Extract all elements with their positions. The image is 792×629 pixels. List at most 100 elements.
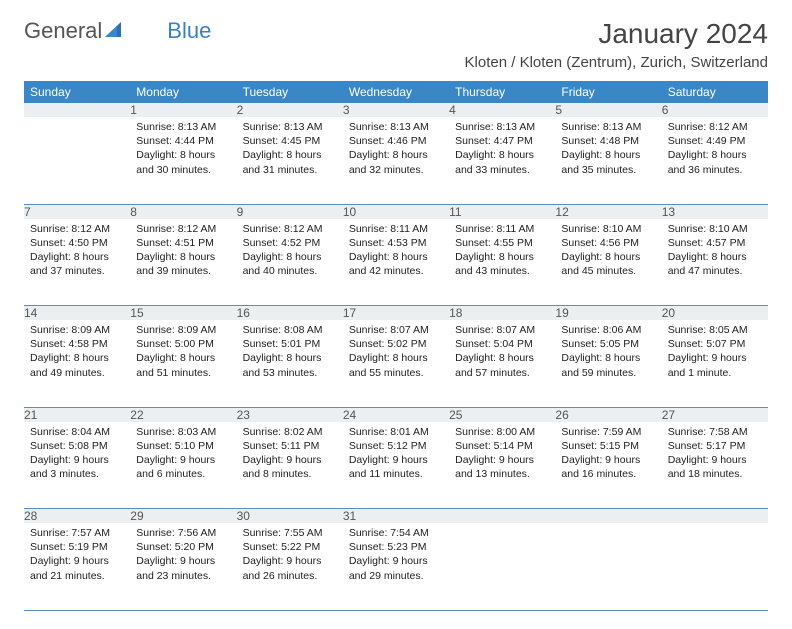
week-content-row: Sunrise: 8:04 AM Sunset: 5:08 PM Daylight:…	[24, 422, 768, 509]
day-details	[555, 523, 661, 532]
day-cell: Sunrise: 7:55 AMSunset: 5:22 PMDaylight:…	[237, 523, 343, 610]
daylight-text-1: Daylight: 8 hours	[136, 352, 215, 364]
day-cell: Sunrise: 8:13 AMSunset: 4:45 PMDaylight:…	[237, 117, 343, 204]
day-cell: Sunrise: 8:12 AMSunset: 4:52 PMDaylight:…	[237, 219, 343, 306]
day-cell: Sunrise: 8:13 AMSunset: 4:44 PMDaylight:…	[130, 117, 236, 204]
week-content-row: Sunrise: 8:09 AM Sunset: 4:58 PM Daylight:…	[24, 320, 768, 407]
day-number-cell: 29	[130, 509, 236, 524]
sunset-text: Sunset: 4:50 PM	[30, 237, 108, 249]
daylight-text-1: Daylight: 8 hours	[561, 251, 640, 263]
day-details: Sunrise: 8:13 AMSunset: 4:48 PMDaylight:…	[555, 117, 661, 183]
logo-sail-icon	[105, 18, 125, 44]
day-number-cell: 7	[24, 204, 130, 219]
daylight-text-1: Daylight: 9 hours	[455, 454, 534, 466]
sunset-text: Sunset: 5:01 PM	[243, 338, 321, 350]
sunrise-text: Sunrise: 8:10 AM	[668, 223, 748, 235]
day-cell: Sunrise: 7:56 AMSunset: 5:20 PMDaylight:…	[130, 523, 236, 610]
day-cell	[555, 523, 661, 610]
day-cell: Sunrise: 8:09 AMSunset: 5:00 PMDaylight:…	[130, 320, 236, 407]
day-details: Sunrise: 8:09 AMSunset: 4:58 PMDaylight:…	[24, 320, 130, 386]
day-cell: Sunrise: 8:04 AMSunset: 5:08 PMDaylight:…	[24, 422, 130, 509]
day-cell: Sunrise: 8:13 AMSunset: 4:48 PMDaylight:…	[555, 117, 661, 204]
day-details	[662, 523, 768, 532]
day-number-cell: 10	[343, 204, 449, 219]
daylight-text-2: and 49 minutes.	[30, 367, 105, 379]
day-number-cell	[449, 509, 555, 524]
day-details: Sunrise: 8:03 AMSunset: 5:10 PMDaylight:…	[130, 422, 236, 488]
sunset-text: Sunset: 5:04 PM	[455, 338, 533, 350]
sunrise-text: Sunrise: 8:09 AM	[30, 324, 110, 336]
daylight-text-2: and 55 minutes.	[349, 367, 424, 379]
day-details: Sunrise: 8:12 AMSunset: 4:50 PMDaylight:…	[24, 219, 130, 285]
sunset-text: Sunset: 5:10 PM	[136, 440, 214, 452]
daylight-text-2: and 40 minutes.	[243, 265, 318, 277]
sunset-text: Sunset: 5:20 PM	[136, 541, 214, 553]
daylight-text-1: Daylight: 8 hours	[243, 251, 322, 263]
calendar-page: General Blue January 2024 Kloten / Klote…	[0, 0, 792, 629]
day-number-cell: 18	[449, 306, 555, 321]
day-details: Sunrise: 8:12 AMSunset: 4:49 PMDaylight:…	[662, 117, 768, 183]
day-details: Sunrise: 8:13 AMSunset: 4:45 PMDaylight:…	[237, 117, 343, 183]
day-number-cell: 15	[130, 306, 236, 321]
sunset-text: Sunset: 4:49 PM	[668, 135, 746, 147]
sunrise-text: Sunrise: 8:12 AM	[136, 223, 216, 235]
sunrise-text: Sunrise: 8:01 AM	[349, 426, 429, 438]
daylight-text-2: and 57 minutes.	[455, 367, 530, 379]
daylight-text-2: and 31 minutes.	[243, 164, 318, 176]
sunrise-text: Sunrise: 7:55 AM	[243, 527, 323, 539]
sunset-text: Sunset: 4:45 PM	[243, 135, 321, 147]
day-cell: Sunrise: 8:13 AMSunset: 4:47 PMDaylight:…	[449, 117, 555, 204]
sunset-text: Sunset: 4:47 PM	[455, 135, 533, 147]
sunset-text: Sunset: 5:22 PM	[243, 541, 321, 553]
sunrise-text: Sunrise: 8:10 AM	[561, 223, 641, 235]
sunset-text: Sunset: 5:19 PM	[30, 541, 108, 553]
daylight-text-2: and 3 minutes.	[30, 468, 99, 480]
day-details: Sunrise: 8:12 AMSunset: 4:52 PMDaylight:…	[237, 219, 343, 285]
daylight-text-1: Daylight: 8 hours	[455, 149, 534, 161]
sunrise-text: Sunrise: 7:56 AM	[136, 527, 216, 539]
daylight-text-2: and 39 minutes.	[136, 265, 211, 277]
day-cell: Sunrise: 8:02 AMSunset: 5:11 PMDaylight:…	[237, 422, 343, 509]
day-number-cell: 11	[449, 204, 555, 219]
sunrise-text: Sunrise: 8:13 AM	[136, 121, 216, 133]
sunrise-text: Sunrise: 8:02 AM	[243, 426, 323, 438]
day-details: Sunrise: 8:11 AMSunset: 4:53 PMDaylight:…	[343, 219, 449, 285]
sunrise-text: Sunrise: 8:08 AM	[243, 324, 323, 336]
daylight-text-2: and 29 minutes.	[349, 570, 424, 582]
day-number-cell: 3	[343, 103, 449, 117]
day-details: Sunrise: 8:10 AMSunset: 4:56 PMDaylight:…	[555, 219, 661, 285]
day-cell	[449, 523, 555, 610]
sunset-text: Sunset: 4:58 PM	[30, 338, 108, 350]
day-number-cell: 17	[343, 306, 449, 321]
daylight-text-2: and 6 minutes.	[136, 468, 205, 480]
daylight-text-1: Daylight: 8 hours	[561, 149, 640, 161]
sunset-text: Sunset: 4:48 PM	[561, 135, 639, 147]
sunset-text: Sunset: 5:08 PM	[30, 440, 108, 452]
daynum-row: 14151617181920	[24, 306, 768, 321]
day-number-cell: 31	[343, 509, 449, 524]
daylight-text-2: and 45 minutes.	[561, 265, 636, 277]
daylight-text-2: and 32 minutes.	[349, 164, 424, 176]
day-number-cell: 24	[343, 407, 449, 422]
sunrise-text: Sunrise: 7:59 AM	[561, 426, 641, 438]
day-number-cell	[662, 509, 768, 524]
sunrise-text: Sunrise: 7:57 AM	[30, 527, 110, 539]
day-number-cell: 21	[24, 407, 130, 422]
sunset-text: Sunset: 4:46 PM	[349, 135, 427, 147]
day-number-cell: 30	[237, 509, 343, 524]
daylight-text-2: and 30 minutes.	[136, 164, 211, 176]
day-number-cell: 19	[555, 306, 661, 321]
sunrise-text: Sunrise: 8:04 AM	[30, 426, 110, 438]
sunrise-text: Sunrise: 8:13 AM	[349, 121, 429, 133]
day-cell: Sunrise: 8:07 AMSunset: 5:02 PMDaylight:…	[343, 320, 449, 407]
day-details: Sunrise: 7:59 AMSunset: 5:15 PMDaylight:…	[555, 422, 661, 488]
daylight-text-2: and 8 minutes.	[243, 468, 312, 480]
day-details	[449, 523, 555, 532]
sunrise-text: Sunrise: 7:54 AM	[349, 527, 429, 539]
daylight-text-2: and 16 minutes.	[561, 468, 636, 480]
sunrise-text: Sunrise: 8:07 AM	[455, 324, 535, 336]
day-details: Sunrise: 7:58 AMSunset: 5:17 PMDaylight:…	[662, 422, 768, 488]
day-cell: Sunrise: 8:10 AMSunset: 4:57 PMDaylight:…	[662, 219, 768, 306]
daylight-text-2: and 47 minutes.	[668, 265, 743, 277]
weekday-row: SundayMondayTuesdayWednesdayThursdayFrid…	[24, 81, 768, 103]
